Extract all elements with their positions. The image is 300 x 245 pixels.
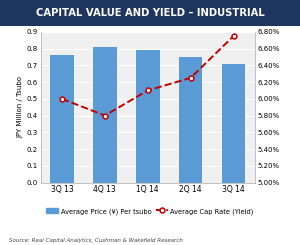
Text: CAPITAL VALUE AND YIELD – INDUSTRIAL: CAPITAL VALUE AND YIELD – INDUSTRIAL xyxy=(36,8,264,18)
Legend: Average Price (¥) Per tsubo, Average Cap Rate (Yield): Average Price (¥) Per tsubo, Average Cap… xyxy=(44,205,256,217)
Bar xyxy=(222,64,245,183)
Bar xyxy=(179,57,202,183)
Text: Source: Real Capital Analytics, Cushman & Wakefield Research: Source: Real Capital Analytics, Cushman … xyxy=(9,238,183,243)
Bar xyxy=(93,47,117,183)
Bar xyxy=(50,55,74,183)
Bar xyxy=(136,50,160,183)
Y-axis label: JPY Million / Tsubo: JPY Million / Tsubo xyxy=(18,76,24,138)
